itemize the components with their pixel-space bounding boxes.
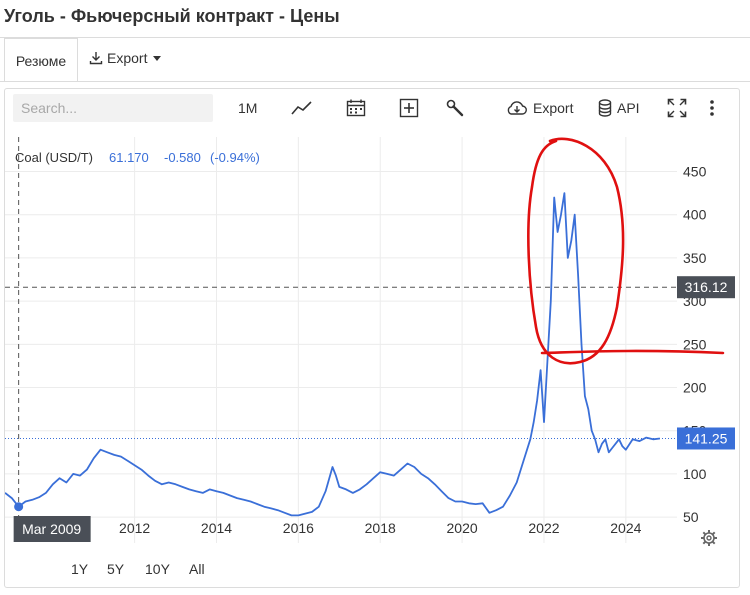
chart-area[interactable]: 50100150200250300350400450 2012201420162… <box>5 127 741 547</box>
legend-price: 61.170 <box>109 150 149 165</box>
y-tick-label: 100 <box>683 466 707 482</box>
download-icon <box>89 52 103 65</box>
range-5y-button[interactable]: 5Y <box>107 561 125 577</box>
crosshair-price-label: 316.12 <box>685 279 728 295</box>
crosshair <box>5 137 677 517</box>
y-tick-label: 450 <box>683 164 707 180</box>
annotation-underline <box>540 349 725 355</box>
chart-type-button[interactable] <box>291 95 313 121</box>
y-tick-label: 50 <box>683 509 699 525</box>
current-price-label: 141.25 <box>685 430 728 446</box>
gear-icon[interactable] <box>701 530 717 546</box>
tab-divider <box>0 81 750 82</box>
price-labels: 316.12 141.25 Mar 2009 <box>13 276 735 542</box>
chart-panel: 1M <box>4 88 740 588</box>
wrench-icon <box>446 99 464 117</box>
hand-drawn-annotation <box>527 137 725 365</box>
y-tick-label: 200 <box>683 380 707 396</box>
y-axis-ticks: 50100150200250300350400450 <box>683 164 707 526</box>
series-line-coal <box>5 192 661 517</box>
plus-box-icon <box>399 98 419 118</box>
x-axis-ticks: 2012 2014 2016 2018 2020 2022 2024 <box>119 520 642 536</box>
y-tick-label: 350 <box>683 250 707 266</box>
chart-export-label: Export <box>533 100 574 116</box>
fullscreen-icon <box>667 98 687 118</box>
y-tick-label: 400 <box>683 207 707 223</box>
y-tick-label: 250 <box>683 336 707 352</box>
fullscreen-button[interactable] <box>667 95 687 121</box>
x-tick-label: 2018 <box>365 520 396 536</box>
legend-change: -0.580 <box>164 150 201 165</box>
annotation-circle <box>527 137 625 365</box>
grid-lines <box>5 137 677 543</box>
more-options-button[interactable] <box>709 95 715 121</box>
database-icon <box>598 99 612 117</box>
tab-export-menu[interactable]: Export <box>89 50 162 66</box>
x-tick-label: 2012 <box>119 520 150 536</box>
date-range-button[interactable] <box>346 95 366 121</box>
x-tick-label: 2022 <box>528 520 559 536</box>
legend-change-percent: (-0.94%) <box>210 150 260 165</box>
interval-button[interactable]: 1M <box>238 100 258 116</box>
cloud-download-icon <box>507 101 527 115</box>
search-input[interactable] <box>13 94 213 122</box>
tab-bar: Резюме Export <box>0 38 750 82</box>
tab-summary[interactable]: Резюме <box>4 38 78 82</box>
api-label: API <box>617 100 640 116</box>
x-tick-label: 2024 <box>610 520 641 536</box>
tab-export-label: Export <box>107 50 148 66</box>
crosshair-price-tag <box>677 276 735 299</box>
series-layer <box>5 192 677 517</box>
range-1y-button[interactable]: 1Y <box>71 561 89 577</box>
crosshair-date-tag <box>13 516 91 542</box>
page-title: Уголь - Фьючерсный контракт - Цены <box>4 6 340 26</box>
more-vertical-icon <box>710 100 714 116</box>
settings-button[interactable] <box>446 95 464 121</box>
range-10y-button[interactable]: 10Y <box>145 561 170 577</box>
legend-series-name: Coal (USD/T) <box>15 150 93 165</box>
chart-export-button[interactable]: Export <box>506 95 573 121</box>
calendar-icon <box>346 99 366 117</box>
add-indicator-button[interactable] <box>399 95 419 121</box>
x-tick-label: 2014 <box>201 520 232 536</box>
api-button[interactable]: API <box>598 95 640 121</box>
x-tick-label: 2020 <box>447 520 478 536</box>
crosshair-date-label: Mar 2009 <box>22 521 81 537</box>
x-tick-label: 2016 <box>283 520 314 536</box>
chart-toolbar: 1M <box>5 89 741 127</box>
title-divider <box>0 37 750 38</box>
range-selector: 1Y 5Y 10Y All <box>5 557 741 585</box>
range-all-button[interactable]: All <box>189 561 205 577</box>
price-chart[interactable]: 50100150200250300350400450 2012201420162… <box>5 127 741 547</box>
caret-down-icon <box>153 55 162 61</box>
current-price-tag <box>677 427 735 450</box>
line-chart-icon <box>291 101 312 115</box>
